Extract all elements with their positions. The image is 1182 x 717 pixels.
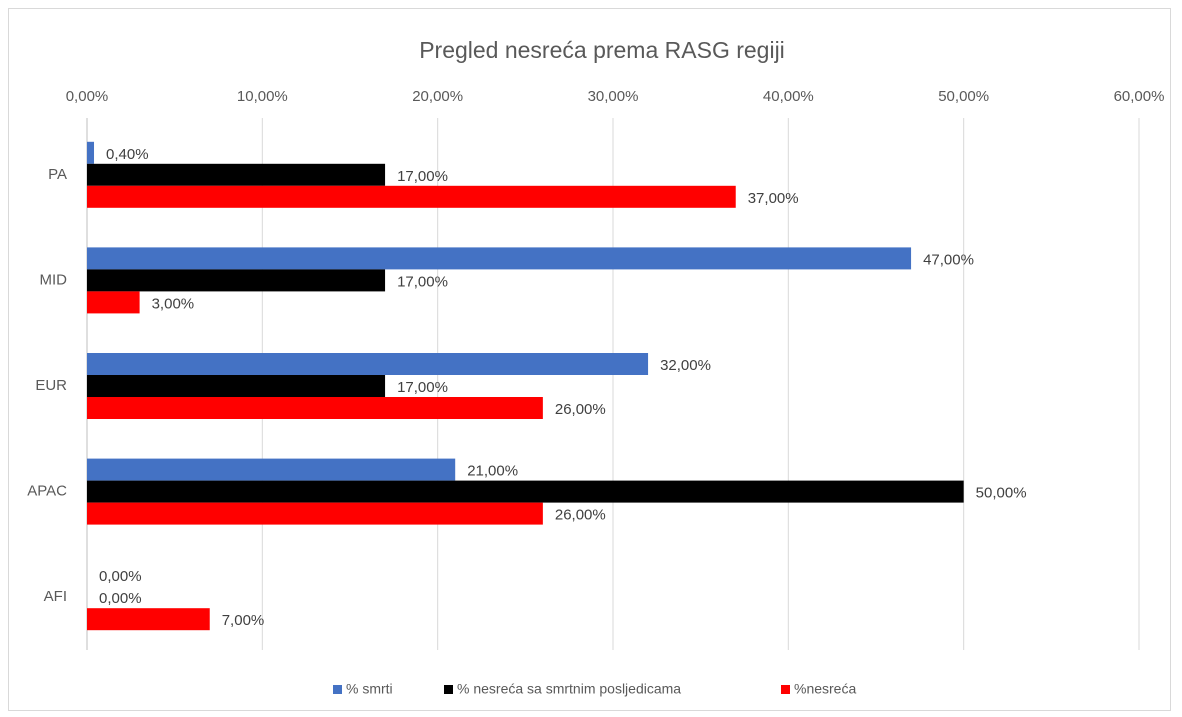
x-tick-label: 60,00% [1114, 88, 1165, 105]
bar [87, 502, 543, 525]
bar [87, 247, 912, 270]
legend-swatch [333, 685, 342, 694]
legend-swatch [781, 685, 790, 694]
bar [87, 185, 736, 208]
data-label: 21,00% [467, 463, 518, 480]
data-label: 7,00% [222, 612, 265, 629]
data-label: 17,00% [397, 379, 448, 396]
legend-label: % nesreća sa smrtnim posljedicama [457, 681, 681, 697]
x-tick-label: 30,00% [588, 88, 639, 105]
data-label: 47,00% [923, 251, 974, 268]
bar [87, 163, 386, 186]
data-label: 37,00% [748, 190, 799, 207]
bar [87, 141, 95, 164]
legend-label: % smrti [346, 681, 393, 697]
legend-label: %nesreća [794, 681, 856, 697]
y-tick-label: MID [40, 271, 68, 288]
data-label: 0,40% [106, 146, 149, 163]
bar [87, 353, 649, 375]
data-label: 0,00% [99, 590, 142, 607]
bar [87, 608, 210, 631]
x-tick-label: 20,00% [412, 88, 463, 105]
x-tick-label: 50,00% [938, 88, 989, 105]
y-tick-label: PA [48, 166, 67, 183]
legend-swatch [444, 685, 453, 694]
bar [87, 375, 386, 397]
bar [87, 480, 964, 503]
data-label: 50,00% [976, 485, 1027, 502]
data-label: 0,00% [99, 568, 142, 585]
data-label: 26,00% [555, 401, 606, 418]
bar [87, 458, 456, 481]
y-tick-label: AFI [44, 588, 67, 605]
data-label: 3,00% [152, 295, 195, 312]
bar [87, 397, 543, 419]
x-tick-label: 40,00% [763, 88, 814, 105]
bar [87, 291, 140, 314]
chart-title: Pregled nesreća prema RASG regiji [419, 37, 785, 63]
x-tick-label: 0,00% [66, 88, 109, 105]
data-label: 17,00% [397, 273, 448, 290]
data-label: 26,00% [555, 507, 606, 524]
x-tick-label: 10,00% [237, 88, 288, 105]
y-tick-label: APAC [27, 483, 67, 500]
data-label: 17,00% [397, 168, 448, 185]
y-tick-label: EUR [35, 377, 67, 394]
bar [87, 269, 386, 292]
data-label: 32,00% [660, 357, 711, 374]
